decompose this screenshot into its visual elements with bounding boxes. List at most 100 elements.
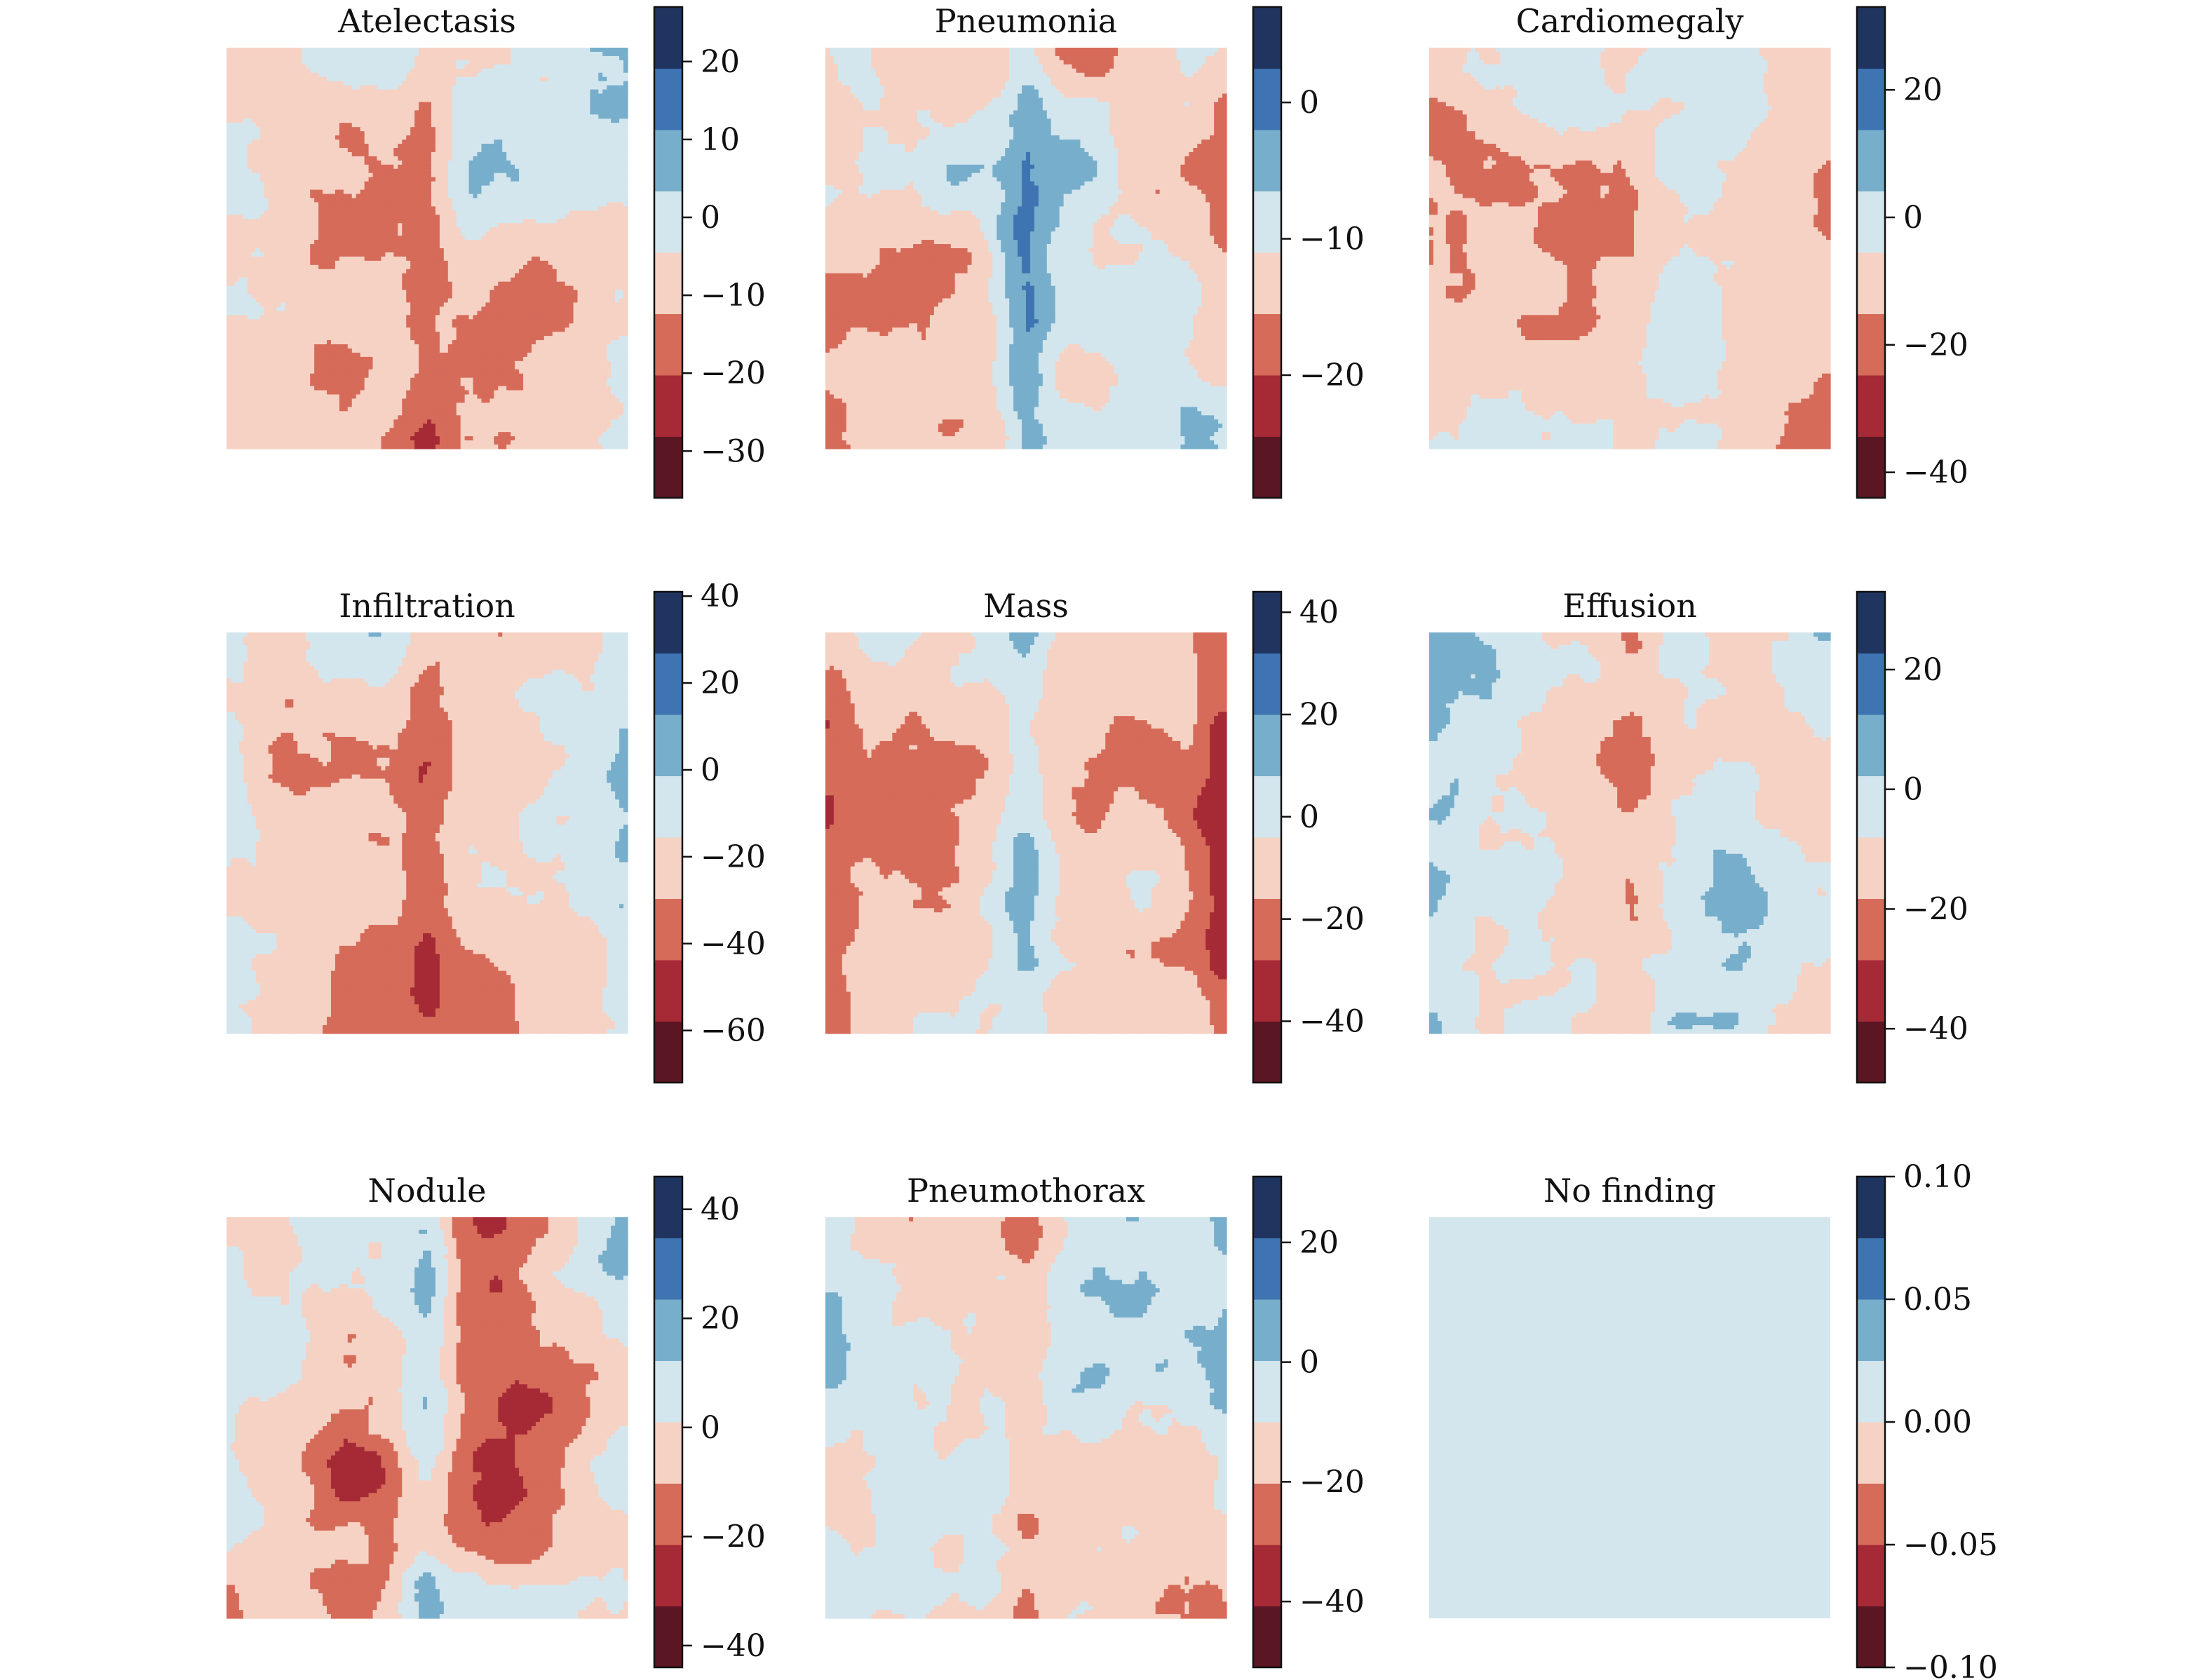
- heatmap-cell: [444, 73, 449, 78]
- heatmap-cell: [532, 73, 536, 78]
- heatmap-cell: [293, 131, 298, 136]
- heatmap-cell: [402, 90, 407, 95]
- heatmap-cell: [590, 48, 595, 53]
- heatmap-cell: [511, 52, 515, 57]
- heatmap-cell: [427, 140, 432, 144]
- heatmap-cell: [461, 106, 466, 111]
- heatmap-cell: [431, 73, 436, 78]
- heatmap-cell: [435, 69, 440, 74]
- heatmap-cell: [440, 140, 445, 144]
- heatmap-cell: [506, 131, 511, 136]
- heatmap-cell: [365, 118, 370, 123]
- heatmap-cell: [540, 65, 545, 69]
- heatmap-cell: [594, 81, 599, 86]
- heatmap-cell: [440, 65, 445, 69]
- heatmap-cell: [506, 110, 511, 115]
- heatmap-cell: [574, 106, 579, 111]
- heatmap-cell: [440, 90, 445, 95]
- heatmap-cell: [431, 123, 436, 128]
- heatmap-cell: [457, 69, 461, 74]
- heatmap-cell: [339, 140, 344, 144]
- heatmap-cell: [548, 123, 553, 128]
- heatmap-cell: [285, 94, 290, 99]
- heatmap-cell: [461, 69, 466, 74]
- heatmap-cell: [444, 102, 449, 107]
- heatmap-cell: [318, 90, 323, 95]
- heatmap-cell: [248, 48, 252, 53]
- heatmap-cell: [557, 86, 562, 90]
- heatmap-cell: [619, 123, 624, 128]
- heatmap-cell: [381, 98, 386, 103]
- heatmap-cell: [461, 77, 466, 82]
- heatmap-cell: [339, 102, 344, 107]
- heatmap-cell: [423, 98, 428, 103]
- heatmap-cell: [256, 118, 261, 123]
- heatmap-cell: [393, 73, 398, 78]
- heatmap-cell: [561, 135, 566, 140]
- heatmap-cell: [548, 114, 553, 119]
- heatmap-cell: [381, 131, 386, 136]
- heatmap-cell: [435, 102, 440, 107]
- heatmap-cell: [281, 135, 285, 140]
- heatmap-cell: [481, 60, 486, 65]
- heatmap-cell: [519, 98, 524, 103]
- heatmap-cell: [352, 140, 357, 144]
- heatmap-cell: [414, 114, 419, 119]
- heatmap-cell: [431, 102, 436, 107]
- heatmap-cell: [335, 56, 340, 61]
- heatmap-cell: [381, 114, 386, 119]
- heatmap-cell: [285, 135, 290, 140]
- heatmap-cell: [602, 65, 607, 69]
- heatmap-cell: [239, 114, 244, 119]
- heatmap-cell: [489, 81, 494, 86]
- heatmap-cell: [506, 106, 511, 111]
- heatmap-cell: [331, 106, 336, 111]
- heatmap-cell: [310, 52, 315, 57]
- heatmap-cell: [540, 102, 545, 107]
- heatmap-cell: [506, 127, 511, 132]
- heatmap-cell: [293, 140, 298, 144]
- heatmap-cell: [393, 114, 398, 119]
- heatmap-cell: [523, 81, 528, 86]
- heatmap-cell: [623, 90, 628, 95]
- heatmap-cell: [248, 86, 252, 90]
- heatmap-cell: [623, 131, 628, 136]
- heatmap-cell: [269, 118, 273, 123]
- heatmap-cell: [327, 65, 332, 69]
- heatmap-cell: [485, 131, 490, 136]
- heatmap-cell: [381, 106, 386, 111]
- heatmap-cell: [457, 114, 461, 119]
- heatmap-cell: [293, 65, 298, 69]
- heatmap-cell: [256, 106, 261, 111]
- heatmap-cell: [227, 123, 231, 128]
- heatmap-cell: [398, 98, 403, 103]
- heatmap-cell: [406, 135, 411, 140]
- heatmap-cell: [427, 127, 432, 132]
- heatmap-cell: [410, 48, 415, 53]
- heatmap-cell: [260, 114, 265, 119]
- heatmap-cell: [235, 123, 240, 128]
- heatmap-cell: [243, 94, 248, 99]
- heatmap-cell: [256, 94, 261, 99]
- heatmap-cell: [553, 52, 558, 57]
- heatmap-cell: [511, 98, 515, 103]
- heatmap-cell: [385, 90, 390, 95]
- heatmap-cell: [348, 52, 353, 57]
- heatmap-cell: [318, 110, 323, 115]
- heatmap-cell: [293, 110, 298, 115]
- heatmap-cell: [519, 140, 524, 144]
- heatmap-cell: [318, 69, 323, 74]
- heatmap-cell: [461, 110, 466, 115]
- heatmap-cell: [527, 127, 532, 132]
- heatmap-cell: [293, 86, 298, 90]
- heatmap-cell: [414, 98, 419, 103]
- heatmap-cell: [239, 81, 244, 86]
- heatmap-cell: [297, 48, 302, 53]
- heatmap-cell: [260, 52, 265, 57]
- heatmap-cell: [227, 118, 231, 123]
- heatmap-cell: [502, 118, 507, 123]
- heatmap-cell: [536, 127, 541, 132]
- heatmap-cell: [594, 90, 599, 95]
- heatmap-cell: [578, 123, 583, 128]
- heatmap-cell: [489, 65, 494, 69]
